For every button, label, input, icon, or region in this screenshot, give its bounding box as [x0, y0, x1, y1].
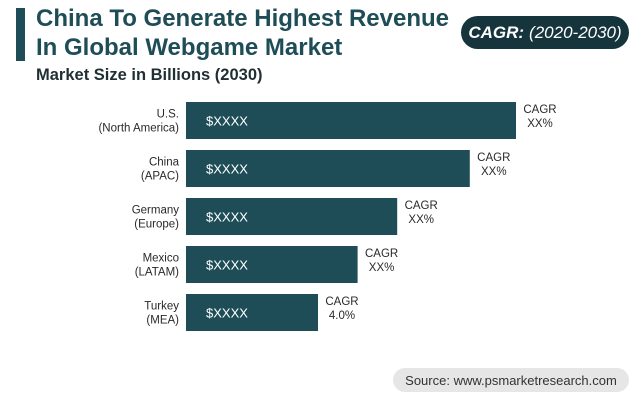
category-label: Germany — [132, 205, 180, 217]
category-label: (Europe) — [134, 219, 179, 231]
cagr-badge: CAGR: (2020-2030) — [461, 16, 629, 49]
category-label: U.S. — [157, 109, 179, 121]
cagr-label: CAGR — [365, 248, 398, 260]
cagr-label: 4.0% — [329, 310, 355, 322]
cagr-label: CAGR — [523, 104, 556, 116]
cagr-label: XX% — [408, 214, 434, 226]
chart-subtitle: Market Size in Billions (2030) — [36, 66, 263, 84]
cagr-badge-period: (2020-2030) — [529, 22, 622, 42]
bar-value-label: $XXXX — [206, 114, 248, 129]
title-accent-bar — [16, 8, 25, 61]
category-label: (LATAM) — [135, 267, 179, 279]
page-title: China To Generate Highest Revenue In Glo… — [36, 5, 449, 61]
bar-value-label: $XXXX — [206, 306, 248, 321]
category-label: Turkey — [144, 301, 179, 313]
cagr-label: XX% — [369, 262, 395, 274]
cagr-label: XX% — [481, 166, 507, 178]
category-label: (MEA) — [146, 315, 179, 327]
cagr-label: CAGR — [325, 296, 358, 308]
source-note: Source: www.psmarketresearch.com — [393, 368, 629, 392]
cagr-label: CAGR — [477, 152, 510, 164]
bar-value-label: $XXXX — [206, 210, 248, 225]
bar — [186, 198, 398, 235]
category-label: (North America) — [98, 123, 179, 135]
bar-value-label: $XXXX — [206, 258, 248, 273]
bar — [186, 150, 470, 187]
category-label: Mexico — [143, 253, 179, 265]
category-label: (APAC) — [141, 171, 179, 183]
bar — [186, 294, 318, 331]
bar — [186, 102, 516, 139]
cagr-label: CAGR — [405, 200, 438, 212]
bar-value-label: $XXXX — [206, 162, 248, 177]
cagr-label: XX% — [527, 118, 553, 130]
cagr-badge-label: CAGR: — [468, 22, 525, 42]
bar — [186, 246, 358, 283]
category-label: China — [149, 157, 180, 169]
